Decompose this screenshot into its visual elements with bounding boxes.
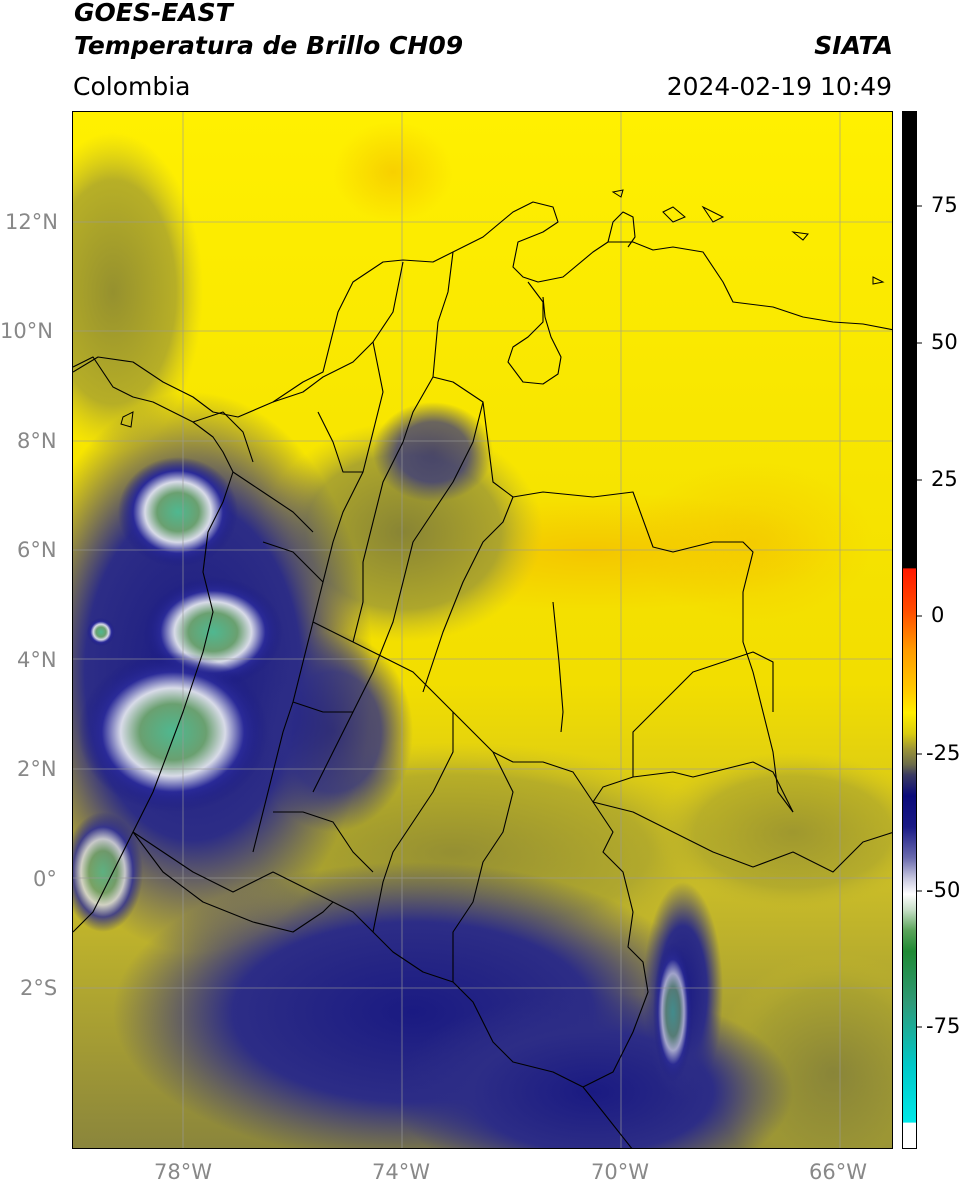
lon-tick: 78°W: [154, 1160, 212, 1184]
region-label: Colombia: [73, 72, 191, 101]
satellite-title: GOES-EAST: [74, 0, 233, 27]
colorbar-tick: -50: [926, 878, 961, 902]
colorbar-tickmarks: [916, 205, 922, 1028]
colorbar-tick: -75: [926, 1014, 961, 1038]
lat-tick: 2°N: [17, 757, 57, 781]
lon-tick: 66°W: [809, 1160, 867, 1184]
lat-tick: 4°N: [17, 648, 57, 672]
satellite-map: [72, 111, 893, 1149]
graticule: [73, 112, 892, 1148]
colorbar-tick: 0: [931, 603, 945, 627]
map-canvas: [73, 112, 892, 1148]
lat-tick: 0°: [33, 867, 57, 891]
lat-tick: 12°N: [5, 210, 58, 234]
lat-tick: 8°N: [17, 429, 57, 453]
agency-label: SIATA: [814, 31, 893, 60]
country-borders: [73, 201, 892, 1148]
lat-tick: 2°S: [20, 976, 58, 1000]
colorbar-tick: 50: [931, 330, 958, 354]
lat-tick: 6°N: [17, 538, 57, 562]
lat-tick: 10°N: [0, 319, 53, 343]
colorbar-scale: [903, 112, 916, 1148]
colorbar: [902, 111, 917, 1149]
product-title: Temperatura de Brillo CH09: [74, 31, 464, 60]
datetime-label: 2024-02-19 10:49: [666, 72, 892, 101]
colorbar-tick: 75: [931, 193, 958, 217]
colorbar-tick: 25: [931, 467, 958, 491]
lon-tick: 70°W: [591, 1160, 649, 1184]
lon-tick: 74°W: [372, 1160, 430, 1184]
colorbar-tick: -25: [926, 741, 961, 765]
